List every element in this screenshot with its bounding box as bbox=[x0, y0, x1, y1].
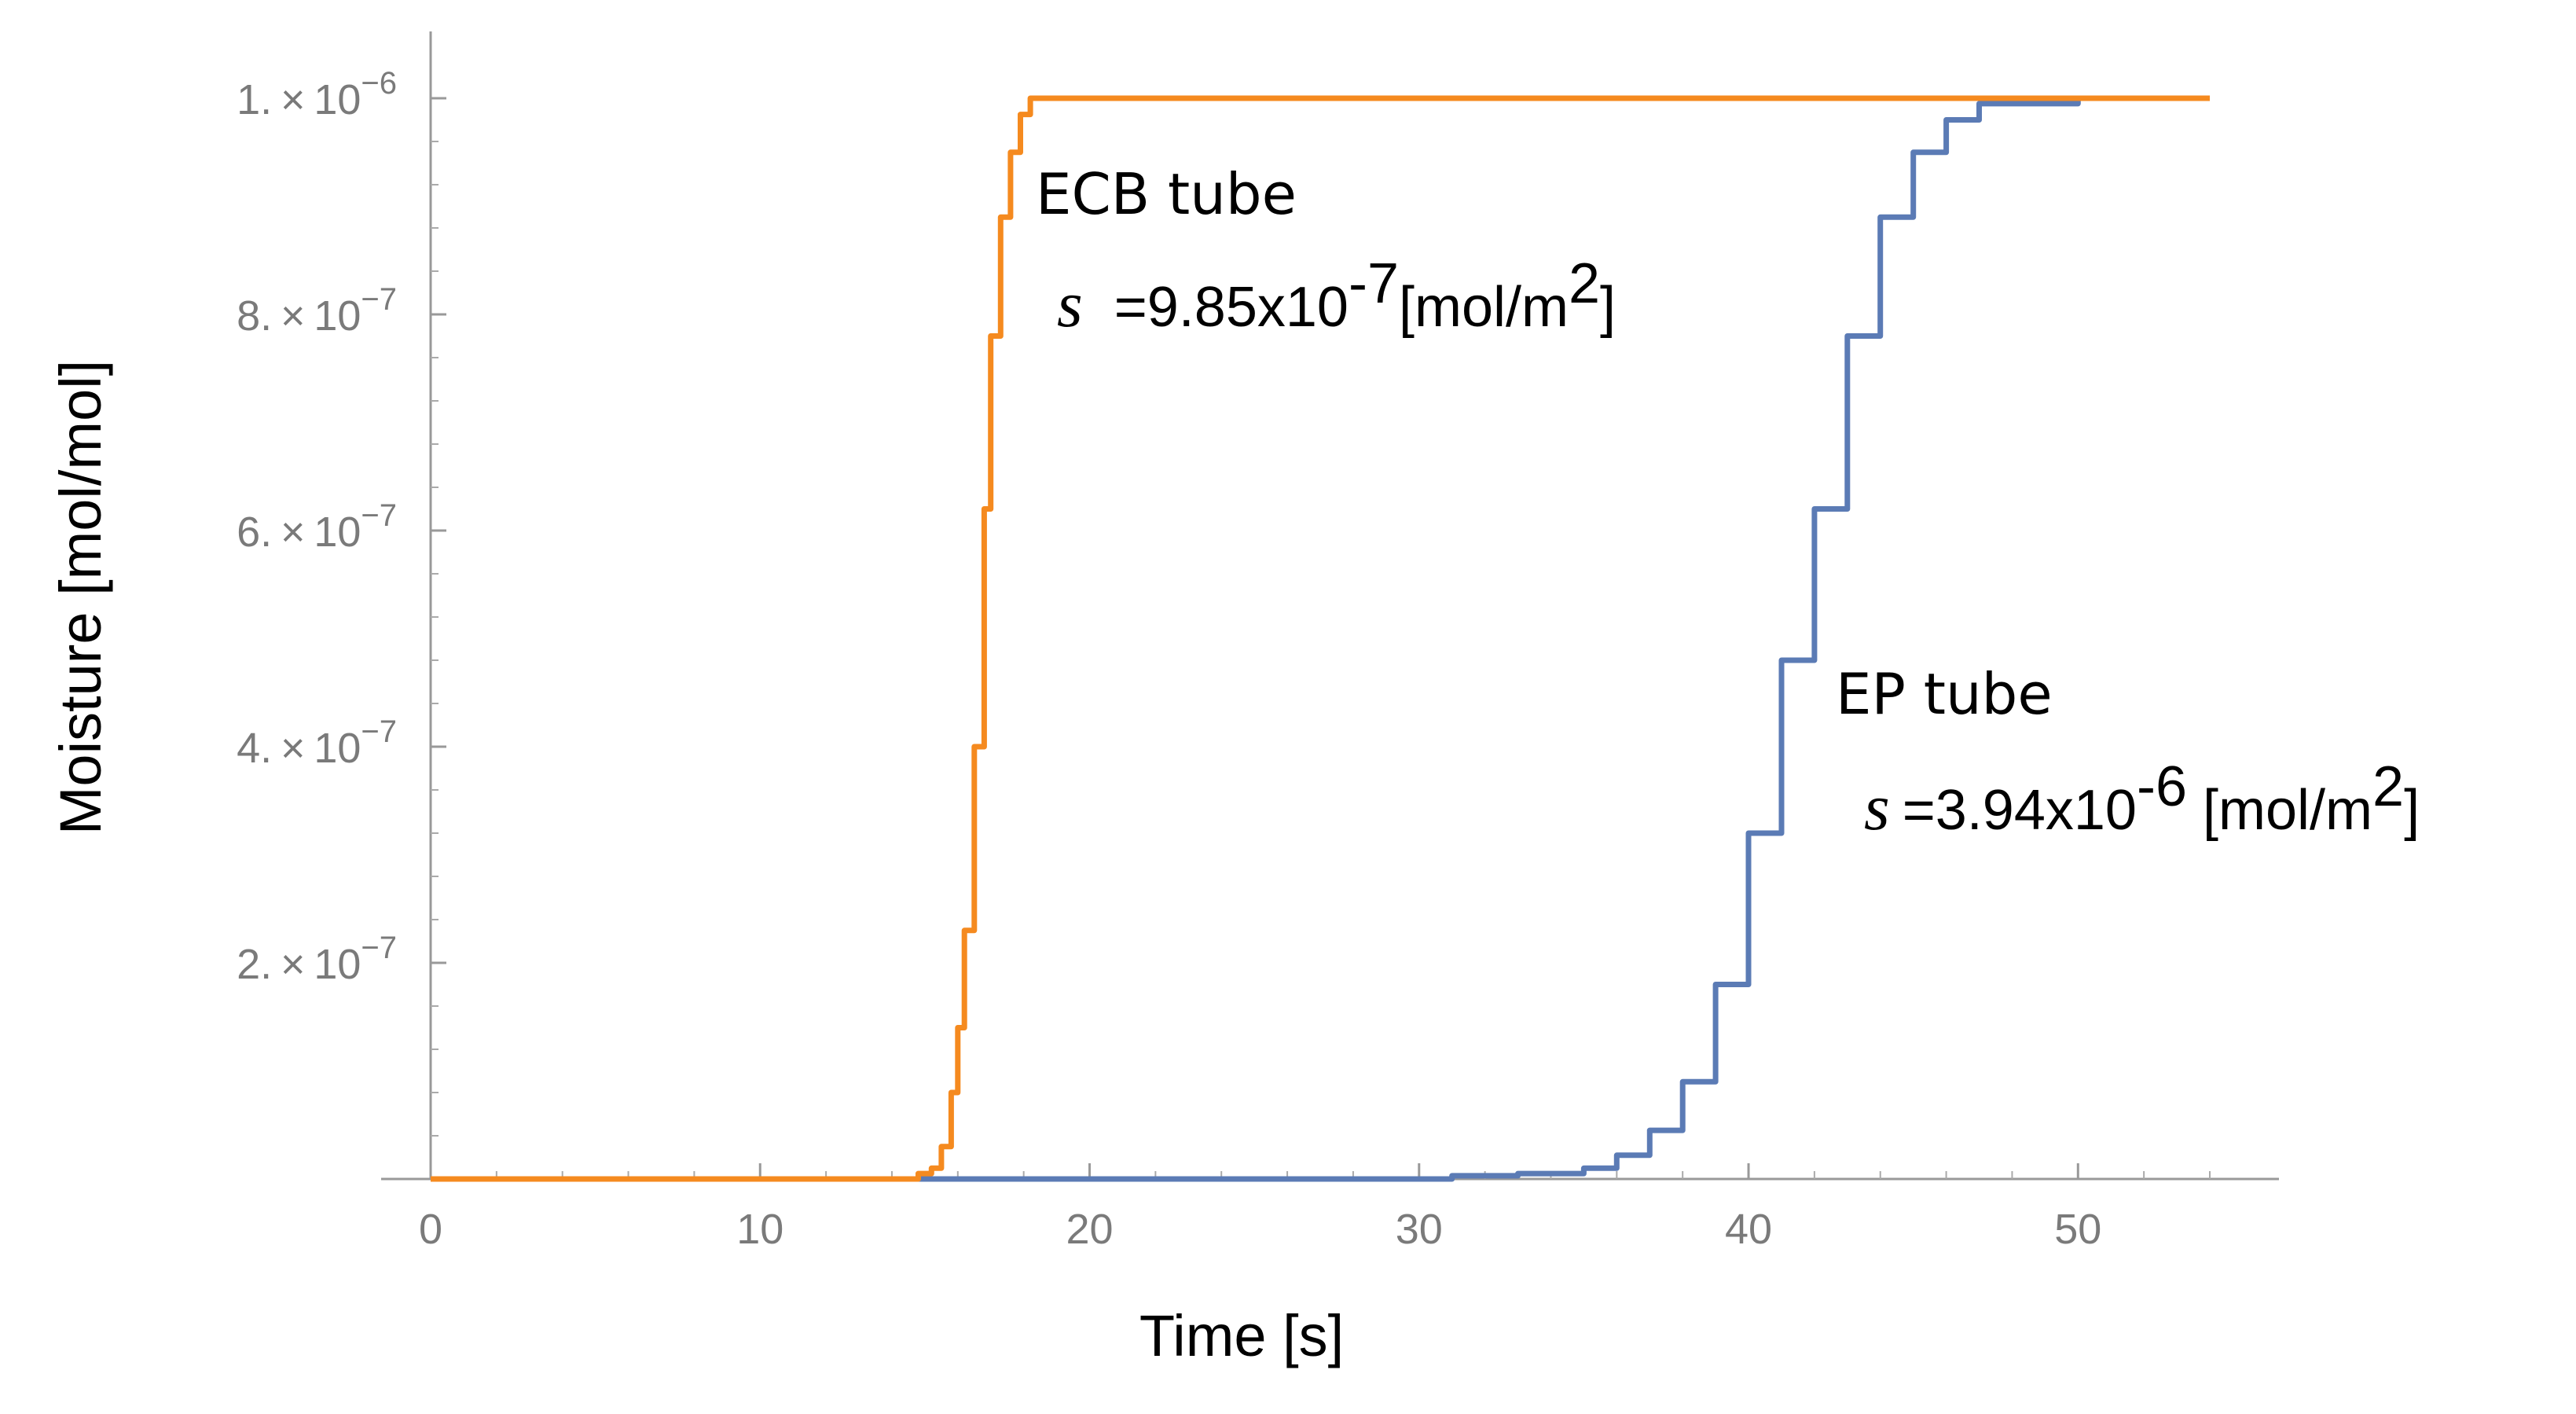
x-tick-label: 10 bbox=[736, 1206, 783, 1253]
series-line-ep-tube bbox=[431, 95, 2210, 1182]
y-tick-label: 4. × 10−7 bbox=[237, 714, 397, 772]
y-tick-label: 6. × 10−7 bbox=[237, 498, 397, 556]
x-ticks: 0 10 20 30 40 50 bbox=[419, 1163, 2211, 1253]
x-tick-label: 50 bbox=[2054, 1206, 2101, 1253]
series-label-ep-tube: EP tube bbox=[1836, 661, 2053, 727]
series-line-ecb-tube bbox=[431, 95, 2210, 1182]
series-layer bbox=[431, 95, 2210, 1182]
x-tick-label: 40 bbox=[1725, 1206, 1772, 1253]
y-ticks: 2. × 10−7 4. × 10−7 6. × 10−7 8. × 10−7 1. ×… bbox=[237, 66, 446, 1137]
x-tick-label: 30 bbox=[1396, 1206, 1443, 1253]
axes: 0 10 20 30 40 50 2. × 10−7 4. × 10−7 6. × 10−7 8… bbox=[237, 31, 2279, 1253]
x-tick-label: 20 bbox=[1066, 1206, 1113, 1253]
annotation-ep-tube: s =3.94x10-6 [mol/m2] bbox=[1864, 755, 2420, 844]
y-tick-label: 1. × 10−6 bbox=[237, 66, 397, 123]
x-tick-label: 0 bbox=[419, 1206, 442, 1253]
x-axis-title: Time [s] bbox=[1139, 1303, 1344, 1368]
series-label-ecb-tube: ECB tube bbox=[1036, 161, 1297, 227]
annotation-ecb-tube: s =9.85x10-7[mol/m2] bbox=[1057, 252, 1616, 341]
y-tick-label: 8. × 10−7 bbox=[237, 282, 397, 340]
y-tick-label: 2. × 10−7 bbox=[237, 931, 397, 988]
y-axis-title: Moisture [mol/mol] bbox=[48, 360, 113, 835]
